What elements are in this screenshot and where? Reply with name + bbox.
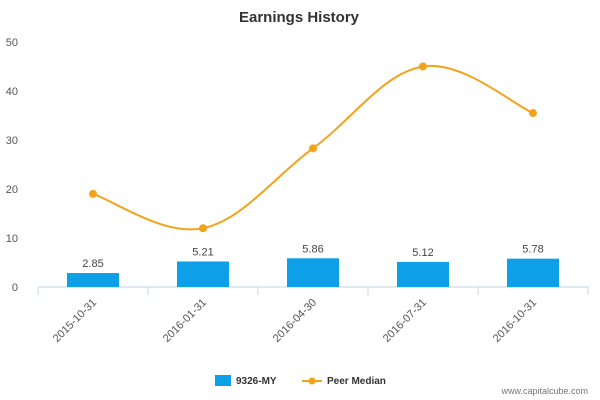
line-point	[199, 224, 207, 233]
line-point	[309, 144, 317, 153]
y-tick-label: 20	[6, 184, 18, 196]
y-tick-label: 40	[6, 86, 18, 98]
x-tick-label: 2016-01-31	[161, 297, 209, 345]
y-tick-label: 10	[6, 233, 18, 245]
x-tick-label: 2016-07-31	[381, 297, 429, 345]
legend-label-line: Peer Median	[327, 376, 386, 387]
bar	[397, 261, 449, 287]
watermark: www.capitalcube.com	[500, 386, 588, 396]
bar-data-label: 5.78	[522, 244, 543, 256]
bar-data-label: 5.12	[412, 247, 433, 259]
bar	[507, 258, 559, 287]
x-tick-label: 2016-04-30	[271, 297, 319, 345]
bar-series	[67, 258, 559, 287]
bar	[287, 258, 339, 287]
chart-title: Earnings History	[239, 9, 360, 26]
legend-swatch-line-marker	[308, 377, 316, 385]
bar	[67, 273, 119, 287]
bar-data-labels: 2.85 5.21 5.86 5.12 5.78	[82, 243, 543, 270]
line-point	[529, 109, 537, 118]
line-point	[89, 189, 97, 198]
bar-data-label: 2.85	[82, 258, 103, 270]
x-axis: 2015-10-31 2016-01-31 2016-04-30 2016-07-31…	[37, 286, 589, 345]
bar-data-label: 5.86	[302, 243, 323, 255]
y-tick-label: 50	[6, 37, 18, 49]
x-tick-label: 2016-10-31	[491, 297, 539, 345]
bar-data-label: 5.21	[192, 246, 213, 258]
bar	[177, 261, 229, 287]
legend-swatch-bar	[215, 375, 231, 386]
x-tick-label: 2015-10-31	[51, 297, 99, 345]
line-point	[419, 62, 427, 71]
y-tick-label: 0	[12, 282, 18, 294]
legend: 9326-MY Peer Median	[215, 375, 386, 387]
y-axis: 0 10 20 30 40 50	[6, 37, 18, 294]
line-series	[89, 62, 537, 233]
legend-label-bar: 9326-MY	[236, 376, 277, 387]
y-tick-label: 30	[6, 135, 18, 147]
